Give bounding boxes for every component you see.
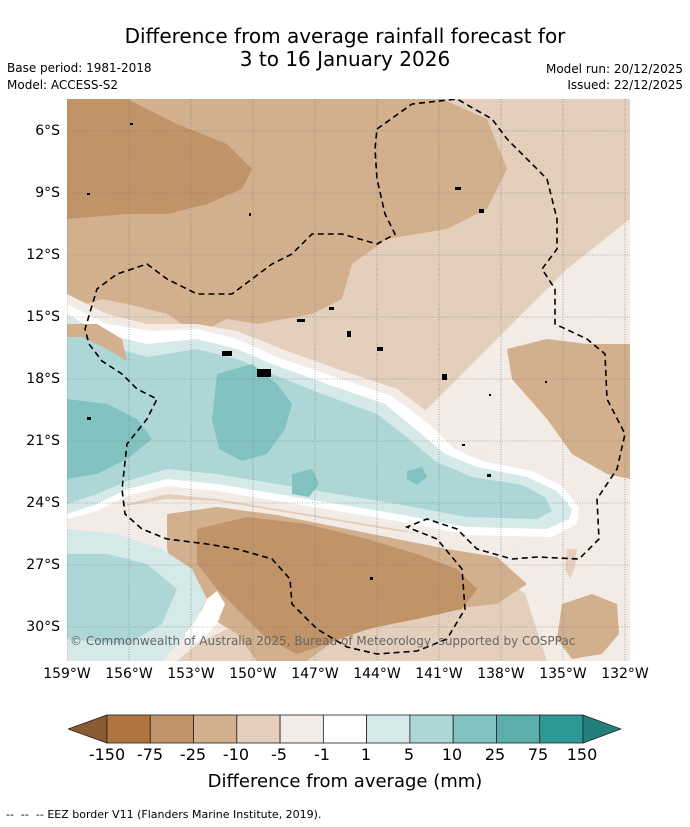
eez-legend-note: -- -- -- EEZ border V11 (Flanders Marine… — [6, 808, 321, 821]
zone-m5-10-se-notch — [565, 549, 577, 579]
lat-label: 24°S — [26, 495, 60, 511]
lon-label: 132°W — [601, 666, 649, 682]
zone-m10-25-east — [507, 339, 630, 479]
zone-m25-75-south — [197, 517, 477, 654]
legend-label: -5 — [271, 745, 287, 764]
zone-neutral-sw — [185, 591, 225, 647]
zone-p10-25-d — [407, 467, 427, 485]
lon-label: 153°W — [167, 666, 215, 682]
lon-label: 159°W — [43, 666, 91, 682]
legend-swatch — [409, 714, 454, 744]
lat-label: 18°S — [26, 371, 60, 387]
title-line-2: 3 to 16 January 2026 — [239, 47, 451, 71]
eez-note-text: EEZ border V11 (Flanders Marine Institut… — [47, 808, 322, 821]
legend-title: Difference from average (mm) — [207, 771, 483, 792]
legend-swatch — [149, 714, 194, 744]
island-markers — [87, 123, 547, 580]
legend-swatch — [106, 714, 151, 744]
lon-label: 141°W — [415, 666, 463, 682]
zone-p10-25-a — [212, 364, 292, 461]
legend-swatch — [539, 714, 584, 744]
model-run: Model run: 20/12/2025 — [545, 62, 683, 76]
lat-label: 27°S — [26, 557, 60, 573]
lon-label: 135°W — [539, 666, 587, 682]
legend-label: 10 — [441, 745, 463, 764]
zone-m10-25-se — [557, 594, 619, 659]
lat-label: 15°S — [26, 309, 60, 325]
legend-swatch — [279, 714, 324, 744]
legend-swatch — [366, 714, 411, 744]
legend-swatch — [496, 714, 541, 744]
lon-label: 156°W — [105, 666, 153, 682]
issued-date: Issued: 22/12/2025 — [567, 78, 683, 92]
map-svg — [67, 99, 630, 661]
lat-label: 30°S — [26, 619, 60, 635]
legend-label: 25 — [484, 745, 506, 764]
legend-label: 150 — [566, 745, 598, 764]
legend-label: 5 — [403, 745, 415, 764]
legend-label: -10 — [222, 745, 250, 764]
base-period: Base period: 1981-2018 — [7, 61, 152, 75]
lat-label: 6°S — [35, 123, 60, 139]
lon-label: 138°W — [477, 666, 525, 682]
legend-colorbar — [68, 714, 622, 744]
legend-arrow-high — [582, 714, 622, 744]
legend-arrow-low — [68, 714, 108, 744]
eez-border — [84, 99, 626, 655]
lat-label: 9°S — [35, 185, 60, 201]
model-name: Model: ACCESS-S2 — [7, 78, 119, 92]
lon-label: 147°W — [291, 666, 339, 682]
legend-label: -75 — [136, 745, 164, 764]
legend-swatch — [193, 714, 238, 744]
zone-p5-10 — [67, 324, 552, 519]
zone-p10-25-c — [292, 469, 319, 497]
legend-label: -150 — [88, 745, 126, 764]
lon-label: 150°W — [229, 666, 277, 682]
legend-swatch — [236, 714, 281, 744]
legend-label: -25 — [179, 745, 207, 764]
legend-label: 75 — [527, 745, 549, 764]
zone-m25-75-north — [67, 99, 252, 219]
rainfall-map — [67, 99, 630, 661]
legend-label: -1 — [314, 745, 330, 764]
legend-swatch — [322, 714, 368, 744]
zone-p1-5-sw — [67, 529, 207, 661]
zone-m10-25-west — [67, 324, 127, 361]
title-line-1: Difference from average rainfall forecas… — [124, 24, 566, 48]
eez-dash-symbol: -- -- -- — [6, 808, 44, 821]
legend-label: 1 — [360, 745, 372, 764]
lat-label: 21°S — [26, 433, 60, 449]
lon-label: 144°W — [353, 666, 401, 682]
map-copyright: © Commonwealth of Australia 2025, Bureau… — [70, 634, 576, 648]
zone-m1-5-east — [367, 219, 630, 661]
legend-swatch — [452, 714, 497, 744]
lat-label: 12°S — [26, 247, 60, 263]
grid-lines — [67, 99, 630, 661]
